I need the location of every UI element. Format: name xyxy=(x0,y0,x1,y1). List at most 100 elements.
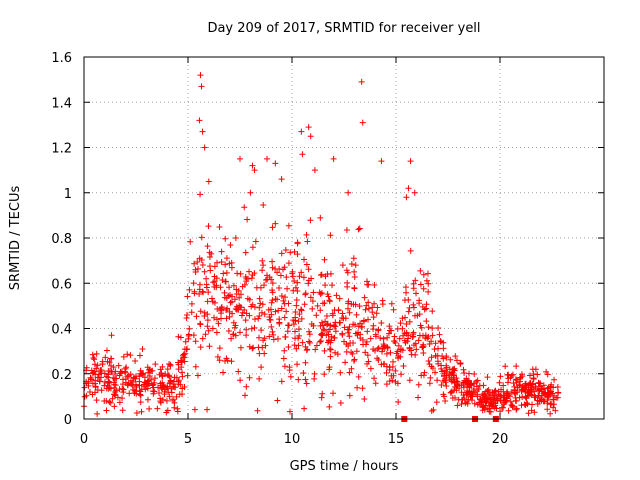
data-point xyxy=(163,409,170,416)
data-point xyxy=(341,338,348,345)
data-point xyxy=(364,328,371,335)
data-point xyxy=(313,312,320,319)
data-point xyxy=(272,265,279,272)
data-point xyxy=(337,369,344,376)
data-point xyxy=(126,390,133,397)
data-point xyxy=(441,373,448,380)
data-point xyxy=(325,338,332,345)
data-point xyxy=(454,402,461,409)
data-point xyxy=(365,305,372,312)
data-point xyxy=(387,349,394,356)
data-point xyxy=(544,406,551,413)
data-point xyxy=(399,347,406,354)
data-point xyxy=(108,355,115,362)
data-point xyxy=(351,268,358,275)
data-point xyxy=(373,310,380,317)
data-point xyxy=(385,330,392,337)
data-point xyxy=(112,368,119,375)
data-point xyxy=(163,397,170,404)
data-point xyxy=(246,268,253,275)
data-point xyxy=(406,318,413,325)
data-point xyxy=(235,306,242,313)
data-point xyxy=(292,309,299,316)
data-point xyxy=(498,404,505,411)
data-point xyxy=(146,366,153,373)
data-point xyxy=(220,369,227,376)
data-point xyxy=(493,393,500,400)
data-point xyxy=(324,271,331,278)
data-point xyxy=(301,301,308,308)
data-point xyxy=(296,311,303,318)
data-point-outlier xyxy=(330,155,337,162)
grid xyxy=(84,57,604,419)
data-point xyxy=(469,391,476,398)
data-point xyxy=(365,299,372,306)
data-point xyxy=(133,410,140,417)
data-point xyxy=(410,301,417,308)
data-point-outlier xyxy=(378,158,385,165)
data-point xyxy=(448,388,455,395)
data-point xyxy=(317,307,324,314)
data-point xyxy=(504,379,511,386)
data-point xyxy=(343,226,350,233)
data-point xyxy=(251,316,258,323)
data-point xyxy=(411,342,418,349)
data-point xyxy=(357,320,364,327)
data-point xyxy=(106,359,113,366)
data-point xyxy=(397,320,404,327)
data-point xyxy=(168,389,175,396)
data-point xyxy=(363,278,370,285)
data-point xyxy=(170,396,177,403)
data-point xyxy=(395,342,402,349)
data-point xyxy=(177,381,184,388)
data-point-outlier xyxy=(299,151,306,158)
data-point xyxy=(343,267,350,274)
data-point xyxy=(346,392,353,399)
data-point xyxy=(171,374,178,381)
data-point xyxy=(146,405,153,412)
data-point xyxy=(308,275,315,282)
data-point xyxy=(351,356,358,363)
data-point xyxy=(408,351,415,358)
data-point xyxy=(136,352,143,359)
data-point xyxy=(383,363,390,370)
data-point xyxy=(549,390,556,397)
data-point-outlier xyxy=(249,162,256,169)
data-point xyxy=(242,274,249,281)
data-point xyxy=(460,366,467,373)
data-point xyxy=(552,407,559,414)
data-point xyxy=(199,288,206,295)
data-point xyxy=(94,362,101,369)
data-point xyxy=(293,345,300,352)
data-point xyxy=(300,274,307,281)
data-point xyxy=(231,324,238,331)
data-point xyxy=(107,399,114,406)
data-point xyxy=(218,248,225,255)
data-point xyxy=(362,349,369,356)
data-point xyxy=(255,315,262,322)
data-point xyxy=(162,371,169,378)
data-point xyxy=(178,358,185,365)
data-point xyxy=(333,292,340,299)
data-point xyxy=(412,277,419,284)
data-point xyxy=(448,378,455,385)
data-point xyxy=(242,392,249,399)
data-point xyxy=(357,335,364,342)
data-point xyxy=(99,361,106,368)
data-point xyxy=(139,370,146,377)
data-point xyxy=(292,335,299,342)
data-point xyxy=(175,378,182,385)
data-points xyxy=(81,72,562,422)
data-point-outlier xyxy=(359,119,366,126)
data-point xyxy=(138,408,145,415)
data-point xyxy=(390,372,397,379)
data-point xyxy=(133,383,140,390)
data-point xyxy=(278,305,285,312)
data-point xyxy=(205,223,212,230)
data-point xyxy=(353,348,360,355)
data-point xyxy=(462,400,469,407)
data-point xyxy=(221,289,228,296)
data-point xyxy=(256,295,263,302)
data-point xyxy=(281,347,288,354)
data-point xyxy=(451,394,458,401)
